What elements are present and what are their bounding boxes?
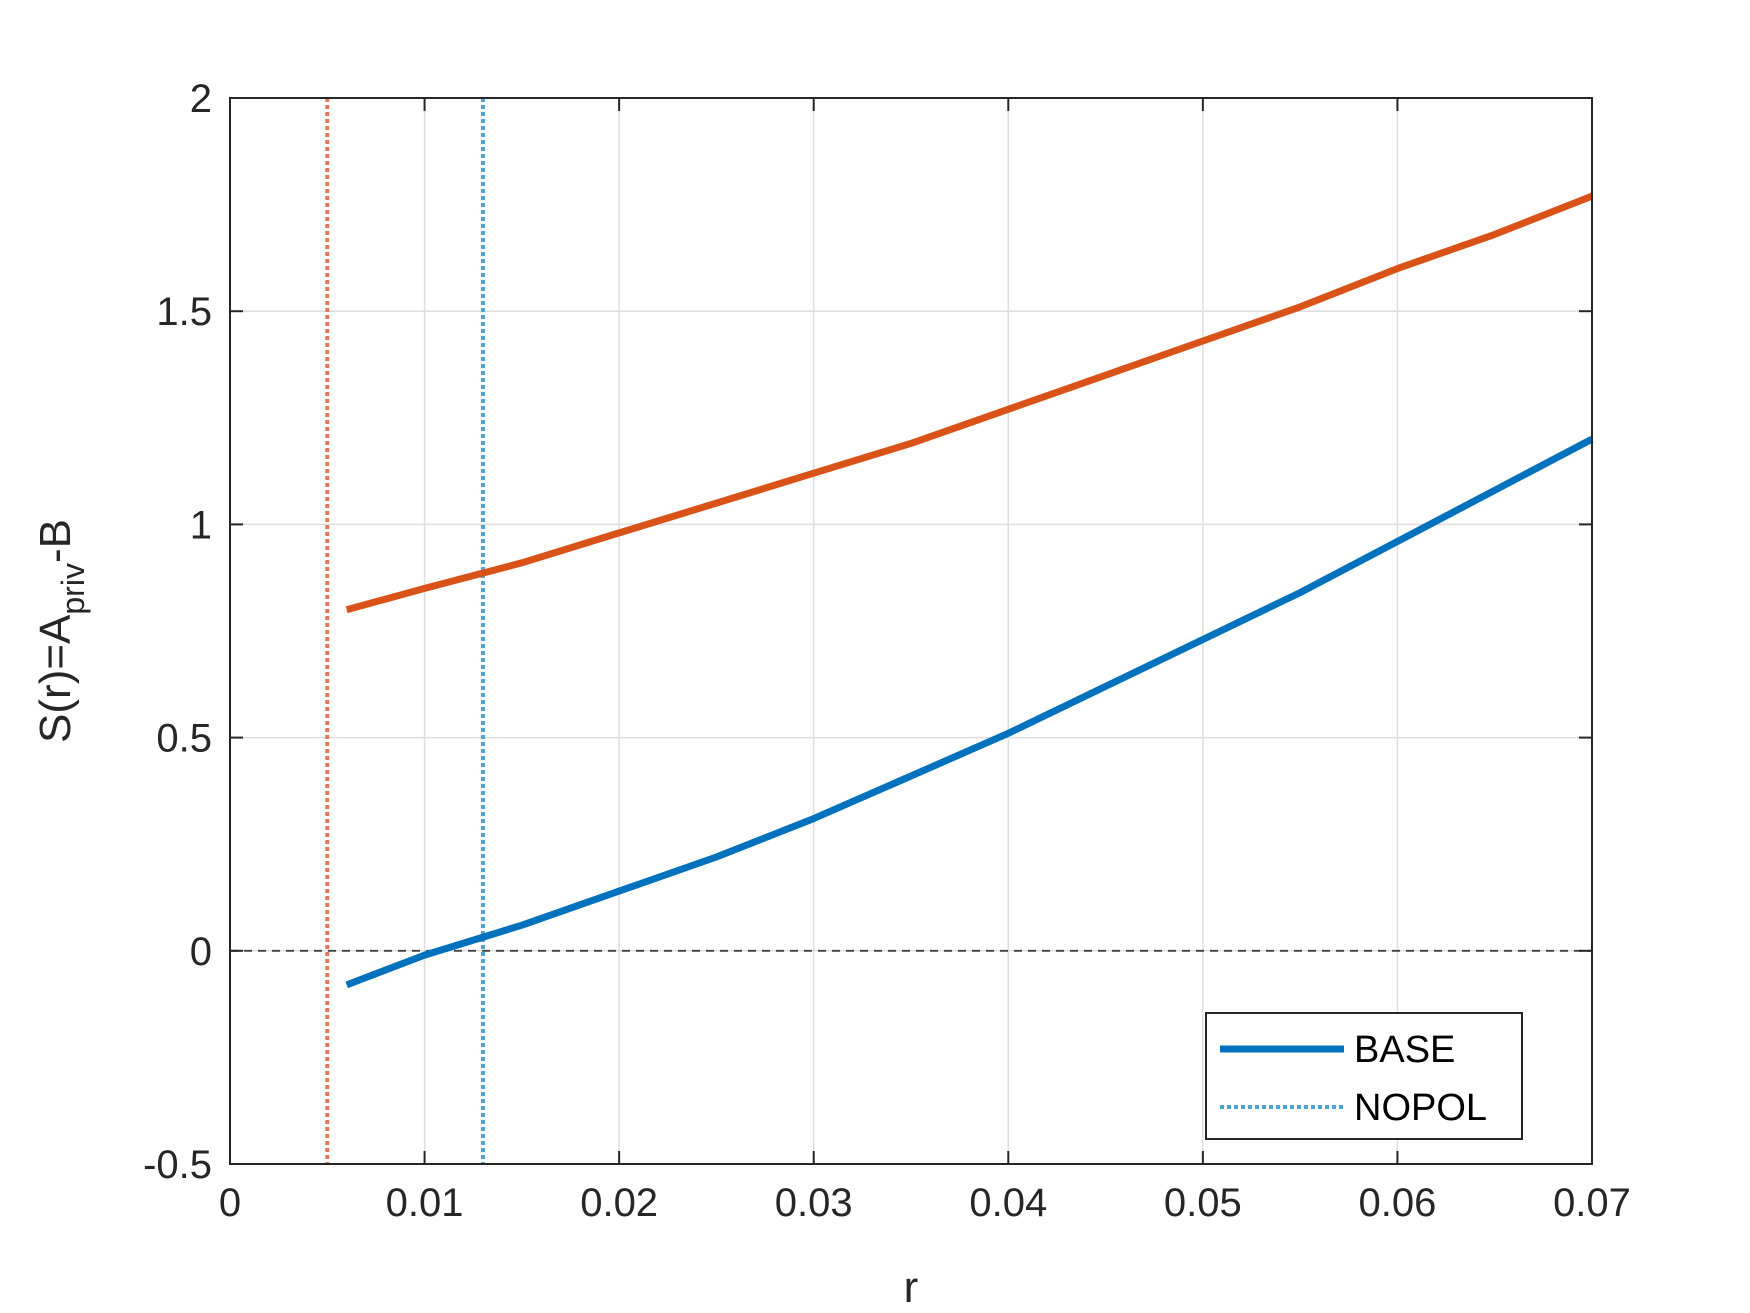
- y-axis-title: S(r)=Apriv-B: [31, 519, 91, 743]
- y-tick-label: 0: [190, 930, 212, 974]
- x-tick-label: 0.06: [1358, 1181, 1436, 1225]
- x-tick-label: 0.05: [1164, 1181, 1242, 1225]
- y-tick-label: -0.5: [143, 1143, 212, 1187]
- y-axis-title-main: S(r)=A: [31, 614, 80, 743]
- plot-background: [230, 98, 1592, 1164]
- x-tick-label: 0: [219, 1181, 241, 1225]
- axes-frame: [229, 97, 1593, 1165]
- y-axis-title-suffix: -B: [31, 519, 80, 563]
- x-tick-label: 0.01: [386, 1181, 464, 1225]
- vertical-lines: [325, 98, 485, 1164]
- legend-label-base: BASE: [1354, 1029, 1455, 1071]
- x-tick-label: 0.02: [580, 1181, 658, 1225]
- series-line-2: [345, 192, 1594, 614]
- y-tick-label: 1.5: [156, 290, 212, 334]
- x-tick-label: 0.03: [775, 1181, 853, 1225]
- series-lines: [345, 192, 1594, 989]
- y-tick-label: 0.5: [156, 717, 212, 761]
- legend: BASE NOPOL: [1205, 1012, 1523, 1140]
- y-tick-label: 2: [190, 77, 212, 121]
- y-tick-label: 1: [190, 503, 212, 547]
- y-axis-title-subscript: priv: [55, 563, 91, 615]
- x-tick-label: 0.07: [1553, 1181, 1631, 1225]
- x-tick-label: 0.04: [969, 1181, 1047, 1225]
- legend-label-nopol: NOPOL: [1354, 1087, 1487, 1129]
- series-line-base: [345, 436, 1594, 989]
- tick-labels: 0 0.01 0.02 0.03 0.04 0.05 0.06 0.07-0.500.511.…: [143, 77, 1631, 1225]
- legend-box: [1205, 1012, 1523, 1140]
- axes-box: [229, 97, 1593, 1165]
- x-axis-title: r: [904, 1263, 919, 1312]
